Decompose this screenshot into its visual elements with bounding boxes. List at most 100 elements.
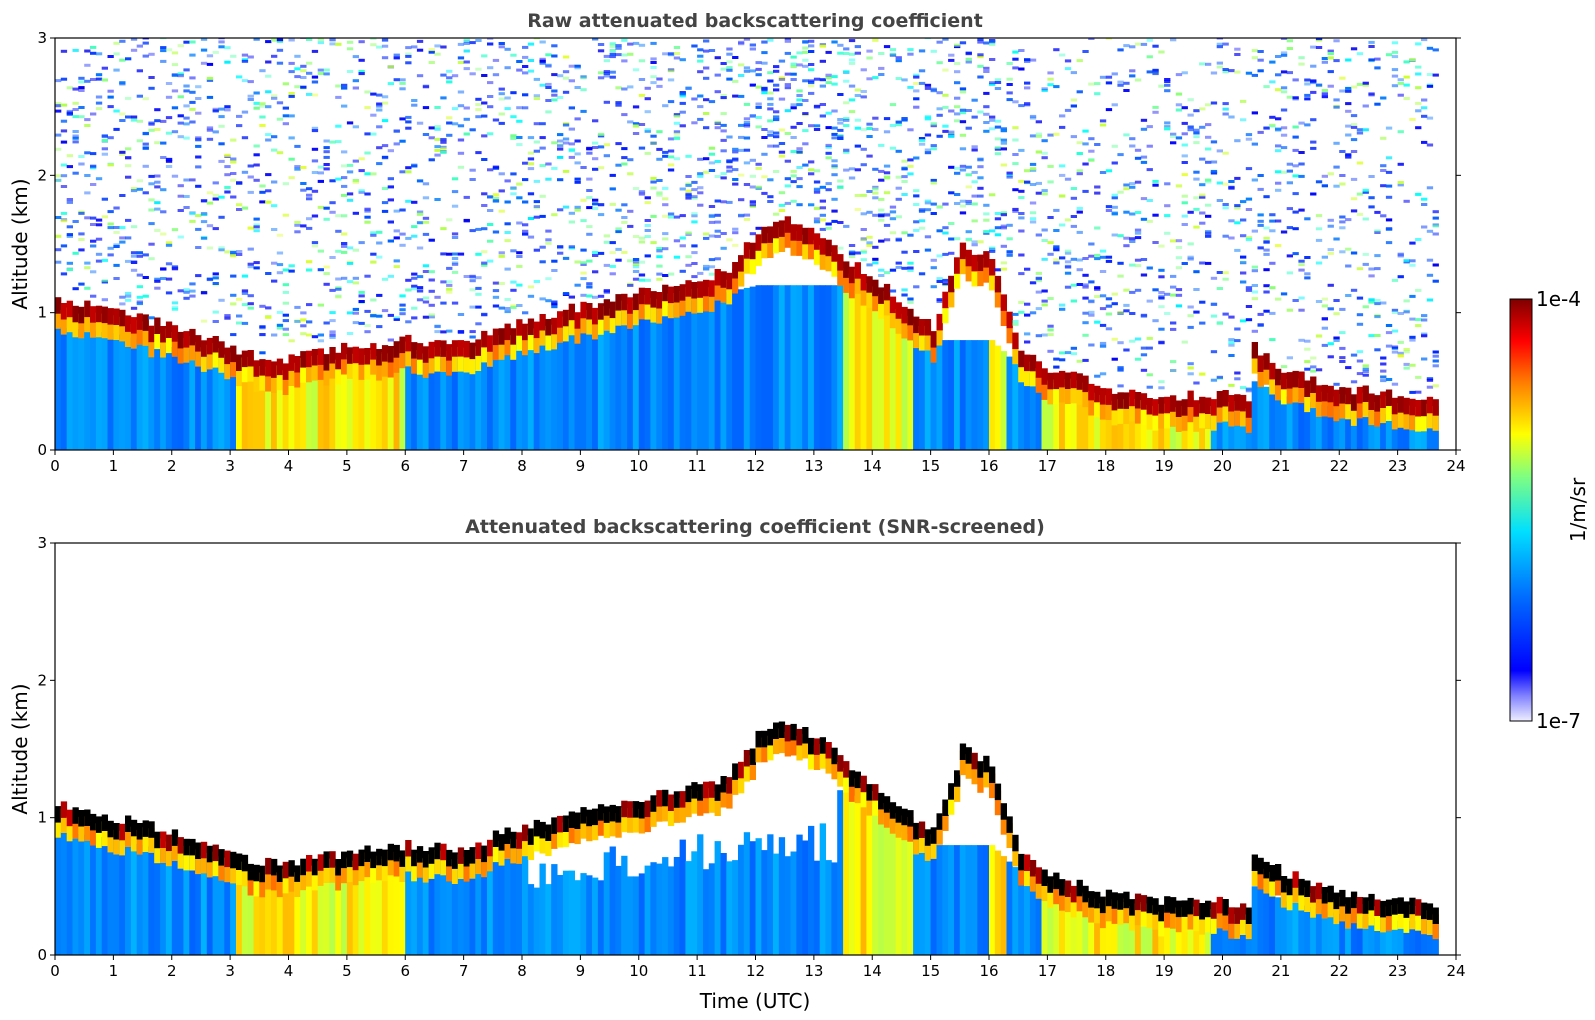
raw-aerosol-column	[1275, 392, 1282, 450]
screened-cloud-layer-cell	[148, 821, 155, 838]
raw-noise-pixel	[948, 53, 955, 57]
raw-noise-pixel	[726, 160, 733, 164]
raw-noise-pixel	[212, 50, 219, 54]
raw-noise-pixel	[813, 105, 821, 109]
raw-cloud-layer-cell	[107, 308, 114, 325]
raw-noise-pixel	[1245, 288, 1253, 292]
raw-noise-pixel	[1222, 68, 1229, 71]
raw-noise-pixel	[247, 175, 254, 179]
screened-aerosol-column	[1397, 920, 1404, 955]
screened-transition-band	[253, 871, 260, 897]
raw-noise-pixel	[1140, 155, 1148, 159]
raw-noise-pixel	[1222, 107, 1229, 111]
raw-noise-pixel	[1000, 244, 1007, 248]
raw-noise-pixel	[1088, 159, 1095, 162]
screened-aerosol-column	[732, 860, 739, 955]
raw-noise-pixel	[335, 294, 342, 298]
screened-cloud-layer-cell	[446, 849, 453, 867]
raw-noise-pixel	[142, 41, 149, 45]
raw-noise-pixel	[516, 283, 523, 287]
raw-transition-band	[1000, 301, 1007, 326]
raw-aerosol-column	[148, 341, 155, 450]
raw-noise-pixel	[1047, 252, 1054, 256]
raw-noise-pixel	[1327, 218, 1334, 222]
raw-noise-pixel	[749, 43, 756, 47]
raw-noise-pixel	[767, 102, 774, 106]
raw-transition-band	[1321, 391, 1328, 417]
raw-noise-pixel	[761, 175, 768, 179]
raw-noise-pixel	[644, 151, 651, 155]
raw-heatmap	[55, 28, 1439, 450]
screened-transition-band	[300, 865, 307, 891]
raw-noise-pixel	[1181, 262, 1188, 265]
raw-cloud-layer-cell	[679, 284, 686, 301]
raw-noise-pixel	[66, 86, 73, 90]
raw-noise-pixel	[1339, 307, 1346, 311]
raw-noise-pixel	[224, 185, 231, 189]
raw-cloud-layer-cell	[428, 341, 435, 359]
screened-aerosol-column	[644, 865, 651, 955]
screened-transition-band	[434, 849, 441, 875]
raw-noise-pixel	[1339, 182, 1346, 186]
raw-noise-pixel	[808, 68, 815, 72]
raw-noise-pixel	[1397, 81, 1404, 85]
raw-noise-pixel	[691, 275, 698, 279]
screened-aerosol-column	[609, 846, 616, 955]
raw-noise-pixel	[475, 322, 482, 326]
raw-noise-pixel	[1415, 86, 1422, 90]
raw-cloud-layer-cell	[592, 307, 599, 325]
raw-noise-pixel	[271, 38, 278, 42]
raw-noise-pixel	[1240, 255, 1247, 259]
raw-noise-pixel	[989, 58, 996, 61]
raw-cloud-layer-cell	[1210, 399, 1218, 416]
screened-cloud-layer-cell	[1310, 886, 1317, 903]
raw-cloud-layer-cell	[1368, 393, 1375, 410]
raw-noise-pixel	[154, 141, 161, 145]
raw-noise-pixel	[1409, 117, 1416, 121]
raw-noise-pixel	[101, 138, 108, 142]
raw-noise-pixel	[954, 166, 961, 170]
raw-noise-pixel	[1426, 378, 1434, 382]
raw-noise-pixel	[994, 81, 1002, 84]
screened-transition-band	[954, 777, 961, 802]
raw-noise-pixel	[469, 305, 476, 309]
screened-cloud-layer-cell	[1111, 892, 1118, 909]
raw-transition-band	[1053, 379, 1060, 405]
raw-transition-band	[1263, 360, 1270, 385]
raw-noise-pixel	[206, 126, 214, 130]
screened-cloud-layer-cell	[200, 841, 208, 859]
raw-aerosol-column	[434, 353, 441, 450]
raw-noise-pixel	[1216, 199, 1223, 202]
raw-noise-pixel	[1205, 178, 1212, 182]
raw-x-tick-label: 8	[517, 457, 527, 475]
raw-noise-pixel	[265, 173, 272, 177]
raw-noise-pixel	[1152, 319, 1159, 323]
raw-noise-pixel	[1094, 374, 1101, 378]
raw-noise-pixel	[667, 163, 675, 167]
raw-noise-pixel	[685, 154, 692, 158]
raw-noise-pixel	[732, 56, 739, 59]
raw-noise-pixel	[393, 209, 400, 213]
raw-noise-pixel	[341, 232, 348, 236]
raw-noise-pixel	[66, 198, 73, 201]
raw-noise-pixel	[574, 152, 581, 156]
raw-aerosol-column	[1380, 413, 1387, 450]
screened-transition-band	[527, 835, 535, 860]
raw-noise-pixel	[527, 69, 535, 73]
raw-noise-pixel	[574, 139, 581, 143]
raw-noise-pixel	[907, 48, 914, 52]
raw-noise-pixel	[1333, 312, 1340, 316]
raw-noise-pixel	[1298, 28, 1304, 31]
raw-aerosol-column	[761, 285, 768, 450]
raw-noise-pixel	[866, 135, 873, 138]
raw-noise-pixel	[1035, 150, 1042, 154]
raw-noise-pixel	[206, 76, 214, 80]
raw-cloud-layer-cell	[813, 233, 821, 250]
raw-noise-pixel	[376, 125, 383, 129]
raw-noise-pixel	[1421, 332, 1428, 336]
raw-noise-pixel	[265, 189, 272, 193]
raw-x-tick-label: 19	[1155, 457, 1174, 475]
screened-transition-band	[959, 750, 967, 776]
raw-aerosol-column	[1070, 386, 1077, 450]
raw-noise-pixel	[311, 129, 319, 133]
